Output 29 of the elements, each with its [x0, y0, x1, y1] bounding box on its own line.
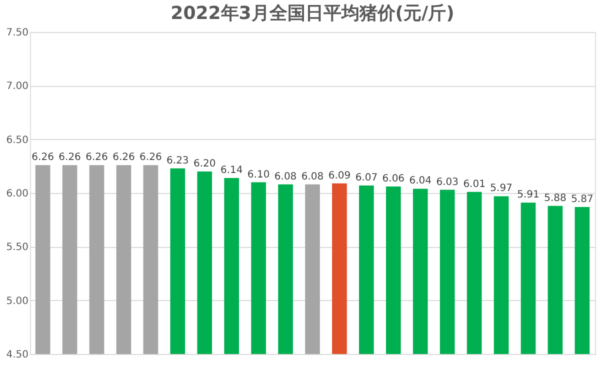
data-label: 6.26 [86, 152, 108, 164]
data-label: 5.87 [571, 194, 594, 205]
y-tick-label: 6.50 [6, 134, 28, 146]
data-label: 6.06 [382, 174, 405, 185]
y-tick-label: 5.50 [6, 242, 28, 254]
data-label: 6.03 [436, 176, 458, 188]
y-tick-label: 6.00 [6, 188, 28, 200]
y-tick-label: 4.50 [6, 350, 28, 360]
y-tick-label: 7.50 [6, 28, 28, 38]
chart-title: 2022年3月全国日平均猪价(元/斤) [170, 3, 454, 24]
y-tick-label: 5.00 [6, 296, 28, 307]
data-label: 6.26 [112, 152, 135, 164]
data-label: 6.07 [355, 172, 378, 184]
data-label: 6.08 [301, 171, 324, 182]
data-label: 6.14 [220, 164, 243, 176]
data-label: 6.09 [328, 170, 351, 182]
data-label: 6.01 [463, 178, 486, 190]
y-tick-label: 7.00 [6, 81, 28, 92]
data-label: 6.23 [166, 155, 189, 166]
data-label: 6.10 [247, 169, 270, 180]
data-label: 5.91 [517, 190, 540, 201]
data-label: 6.26 [140, 152, 162, 164]
data-label: 5.97 [490, 183, 512, 194]
data-label: 6.04 [409, 176, 432, 187]
data-label: 5.88 [544, 192, 566, 204]
data-label: 6.08 [274, 171, 297, 182]
data-label: 6.26 [58, 152, 81, 164]
data-label: 6.26 [32, 152, 54, 164]
data-label: 6.20 [193, 158, 216, 170]
